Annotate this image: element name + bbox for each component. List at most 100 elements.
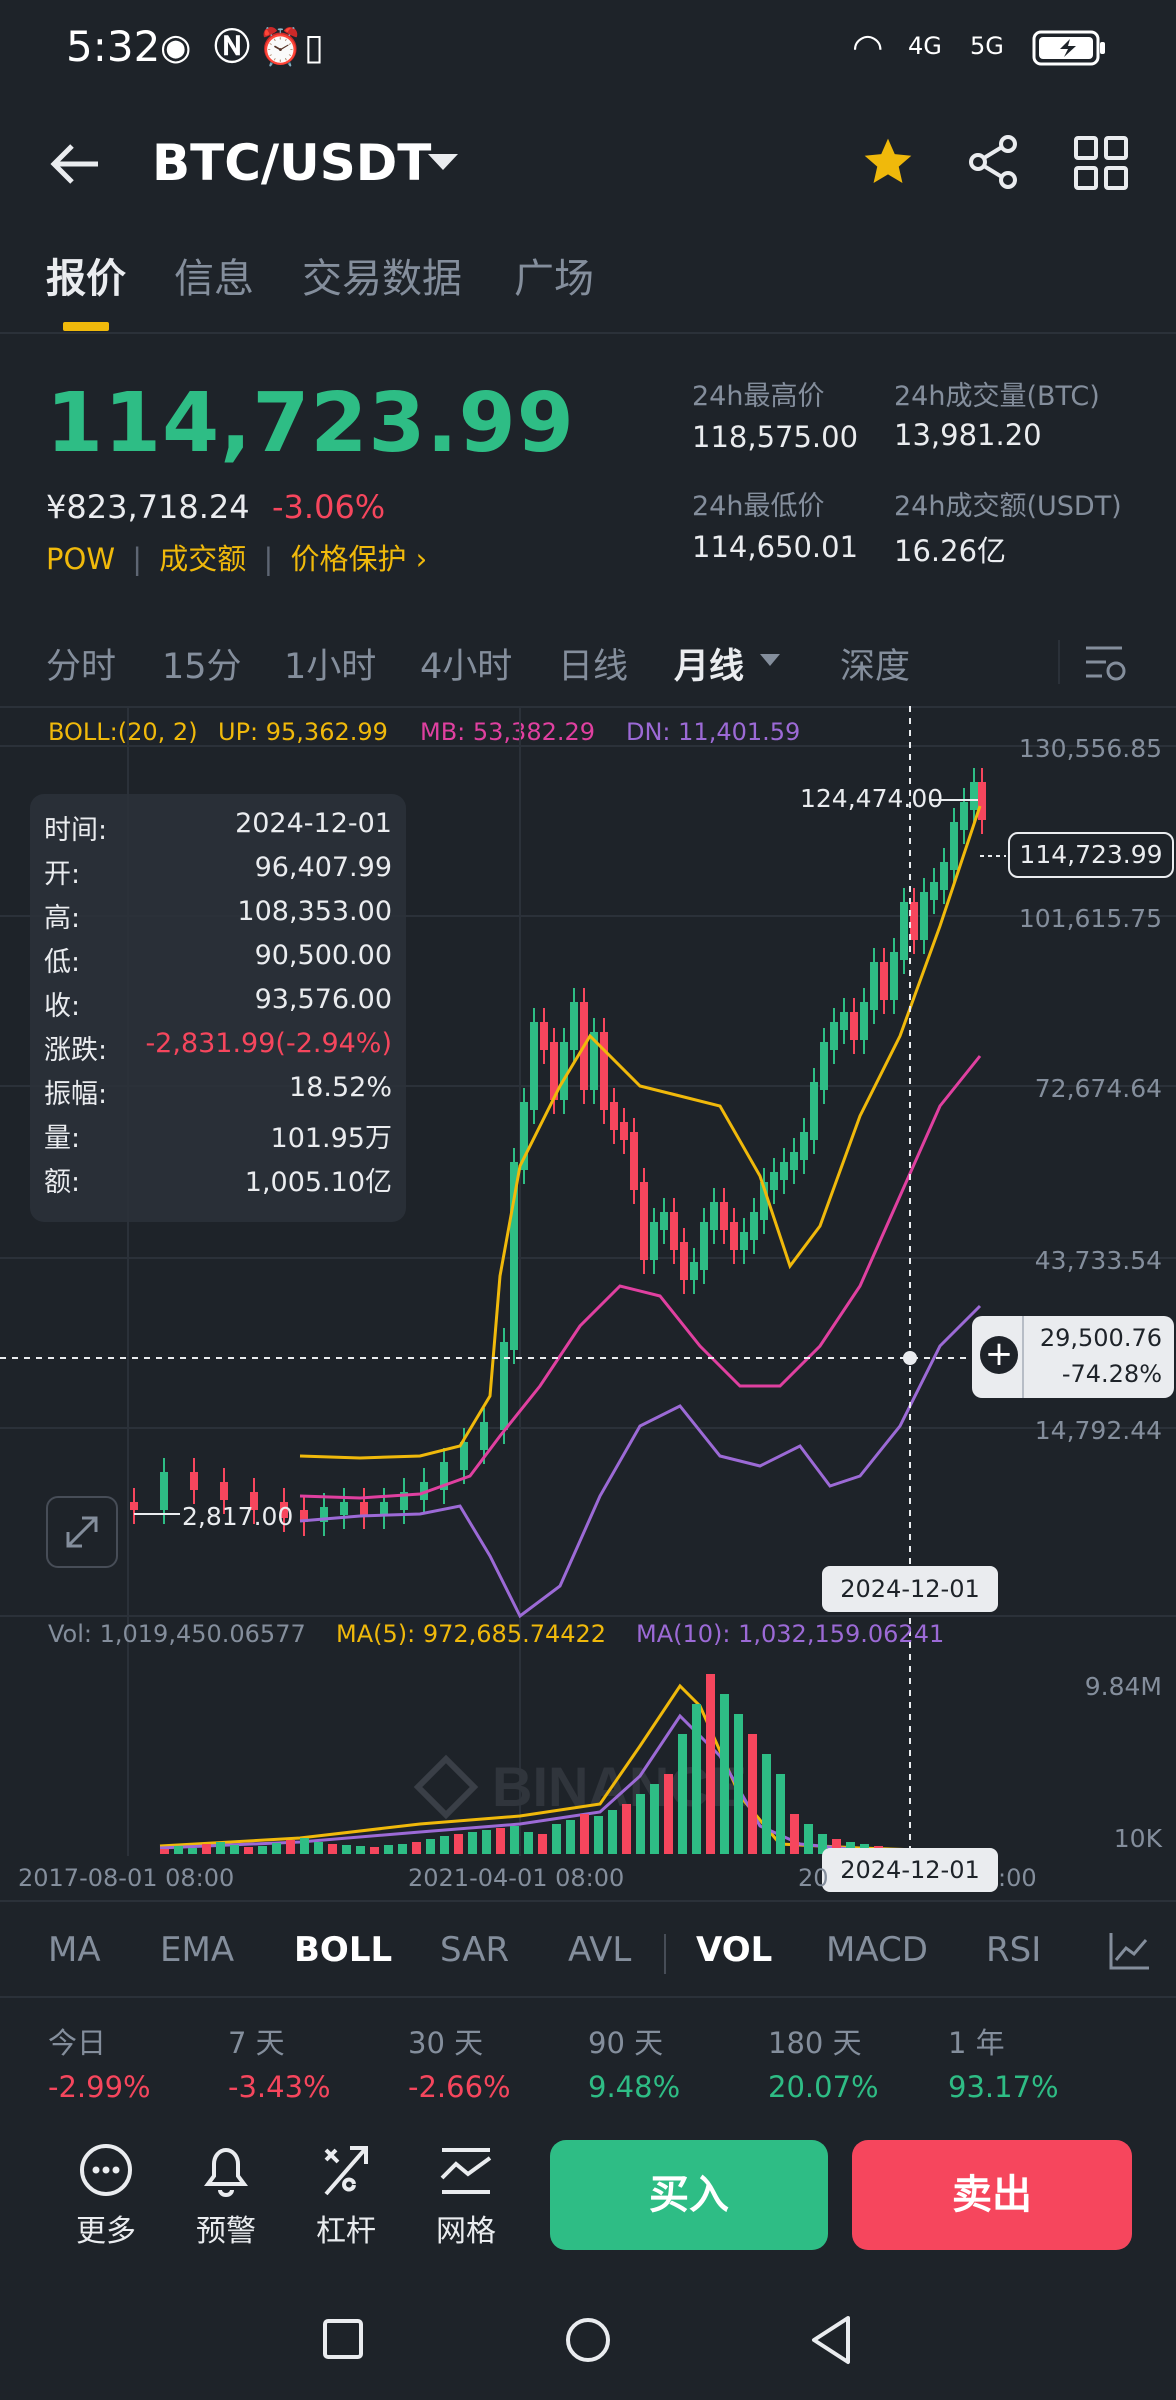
tag-pow[interactable]: POW [46, 542, 115, 576]
perf-value-today: -2.99% [48, 2070, 151, 2104]
volume-bar [286, 1840, 295, 1854]
favorite-star-icon[interactable] [860, 134, 916, 190]
recents-icon[interactable] [322, 2318, 364, 2360]
perf-label-today: 今日 [48, 2026, 107, 2060]
indicator-rsi[interactable]: RSI [986, 1930, 1042, 1970]
interval-depth[interactable]: 深度 [840, 647, 911, 687]
tag-turnover[interactable]: 成交额 [159, 542, 247, 576]
indicator-boll[interactable]: BOLL [294, 1930, 393, 1970]
indicator-macd[interactable]: MACD [826, 1930, 928, 1970]
leverage-icon [324, 2146, 368, 2196]
perf-value-180d: 20.07% [768, 2070, 879, 2104]
interval-more-icon[interactable] [758, 652, 782, 668]
buy-button[interactable]: 买入 [550, 2140, 828, 2250]
stat-low-label: 24h最低价 [692, 491, 825, 522]
volume-bar [412, 1842, 421, 1854]
volume-bar [650, 1784, 659, 1854]
action-more[interactable]: 更多 [66, 2140, 146, 2250]
action-margin[interactable]: 杠杆 [306, 2140, 386, 2250]
perf-label-180d: 180 天 [768, 2026, 862, 2060]
sell-button[interactable]: 卖出 [852, 2140, 1132, 2250]
candle-body [870, 962, 878, 1010]
indicator-sar[interactable]: SAR [440, 1930, 510, 1970]
candle-body [650, 1222, 658, 1260]
interval-timeline[interactable]: 分时 [46, 647, 117, 687]
pair-dropdown-icon[interactable] [426, 150, 460, 174]
candle-body [780, 1162, 788, 1180]
indicator-ma[interactable]: MA [48, 1930, 101, 1970]
candle-body [950, 822, 958, 870]
interval-1h[interactable]: 1小时 [284, 647, 377, 687]
binance-watermark: BINANCE [413, 1754, 747, 1820]
volume-bar [160, 1849, 169, 1854]
candle-body [600, 1032, 608, 1110]
crosshair-point [903, 1351, 917, 1365]
grid-menu-icon[interactable] [1074, 136, 1128, 190]
x-axis-label-2: 2021-04-01 08:00 [408, 1864, 625, 1892]
interval-1d[interactable]: 日线 [558, 647, 629, 687]
boll-legend-dn: DN: 11,401.59 [626, 718, 801, 746]
volume-bar [370, 1847, 379, 1854]
back-nav-icon[interactable] [808, 2314, 854, 2366]
y-axis-label-4: 43,733.54 [1034, 1246, 1162, 1275]
perf-value-90d: 9.48% [588, 2070, 681, 2104]
indicator-avl[interactable]: AVL [568, 1930, 632, 1970]
volume-bar [664, 1774, 673, 1854]
boll-dn-line [299, 1304, 982, 1619]
indicator-settings-icon[interactable] [1108, 1930, 1152, 1972]
chart-settings-icon[interactable] [1082, 640, 1128, 684]
volume-bar [566, 1820, 575, 1854]
volume-bar [608, 1810, 617, 1854]
candle-body [280, 1502, 288, 1518]
interval-4h[interactable]: 4小时 [420, 647, 513, 687]
pair-title[interactable]: BTC/USDT [152, 134, 432, 192]
indicator-vol[interactable]: VOL [696, 1930, 773, 1970]
volume-bar [454, 1834, 463, 1854]
top-header: BTC/USDT [0, 110, 1176, 220]
candle-body [360, 1502, 368, 1515]
boll-up-line [299, 805, 982, 1460]
candle-body [250, 1492, 258, 1510]
tab-info[interactable]: 信息 [174, 256, 254, 302]
tab-square[interactable]: 广场 [514, 256, 594, 302]
volume-bar [678, 1734, 687, 1854]
volume-bar [468, 1832, 477, 1854]
boll-legend-mb: MB: 53,382.29 [420, 718, 596, 746]
action-grid[interactable]: 网格 [426, 2140, 506, 2250]
indicator-divider-line [0, 1996, 1176, 1998]
candle-body [880, 962, 888, 1000]
volume-bar [692, 1704, 701, 1854]
home-icon[interactable] [564, 2316, 612, 2364]
candle-body [700, 1222, 708, 1270]
candle-body [540, 1022, 548, 1050]
crosshair-pct: -74.28% [1061, 1360, 1162, 1388]
nfc-icon: Ⓝ [214, 27, 251, 68]
stat-vol-usdt: 16.26亿 [894, 534, 1007, 568]
add-order-icon[interactable]: + [980, 1336, 1018, 1374]
candle-body [750, 1212, 758, 1240]
action-alert[interactable]: 预警 [186, 2140, 266, 2250]
action-alert-label: 预警 [196, 2214, 256, 2249]
interval-15m[interactable]: 15分 [162, 647, 242, 687]
fullscreen-icon[interactable] [46, 1496, 118, 1568]
more-icon [80, 2144, 132, 2196]
back-arrow-icon[interactable] [48, 142, 102, 186]
stat-high: 118,575.00 [692, 420, 859, 454]
volume-bar [342, 1845, 351, 1854]
interval-1mo[interactable]: 月线 [674, 647, 745, 687]
volume-bar [776, 1774, 785, 1854]
action-grid-label: 网格 [436, 2214, 496, 2249]
candle-body [640, 1182, 648, 1260]
candle-body [560, 1042, 568, 1100]
x-axis-label-1: 2017-08-01 08:00 [18, 1864, 235, 1892]
candle-body [400, 1492, 408, 1510]
crosshair-price-tag: + 29,500.76 -74.28% [972, 1316, 1174, 1398]
share-icon[interactable] [966, 134, 1022, 190]
perf-label-30d: 30 天 [408, 2026, 484, 2060]
tab-trade-data[interactable]: 交易数据 [302, 256, 462, 302]
tab-quote[interactable]: 报价 [46, 256, 126, 302]
candle-body [810, 1082, 818, 1140]
indicator-ema[interactable]: EMA [160, 1930, 235, 1970]
tag-price-protection[interactable]: 价格保护 › [290, 542, 428, 576]
candle-body [590, 1032, 598, 1090]
